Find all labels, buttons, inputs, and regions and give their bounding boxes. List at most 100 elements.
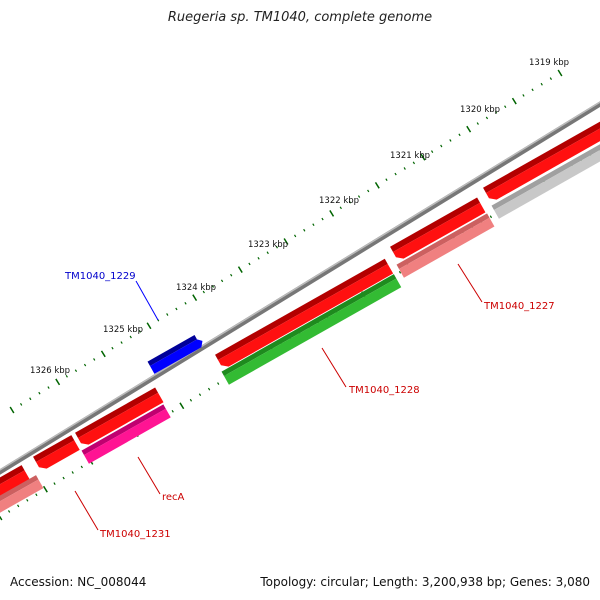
scale-label: 1324 kbp	[176, 283, 216, 293]
cds-feature[interactable]	[33, 435, 80, 471]
minor-tick	[65, 374, 68, 378]
major-tick	[329, 210, 335, 217]
minor-tick	[198, 393, 202, 397]
cds-feature[interactable]	[75, 387, 164, 447]
cds-feature[interactable]	[0, 465, 30, 501]
minor-tick	[367, 189, 370, 193]
minor-tick	[485, 116, 489, 120]
minor-tick	[458, 133, 461, 137]
scale-label: 1320 kbp	[460, 105, 500, 115]
backbone	[0, 101, 600, 475]
minor-tick	[93, 358, 96, 361]
minor-tick	[217, 382, 220, 385]
gene-other[interactable]	[491, 136, 600, 219]
scale-label: 1321 kbp	[390, 151, 430, 161]
minor-tick	[80, 465, 83, 469]
scale-label: 1322 kbp	[319, 196, 359, 206]
minor-tick	[257, 257, 260, 260]
minor-tick	[494, 110, 498, 114]
cds-feature[interactable]	[483, 118, 600, 203]
major-tick	[0, 515, 3, 521]
callout-TM1040_1228	[321, 347, 347, 388]
scale-label: 1319 kbp	[529, 58, 569, 68]
gene-TM1040_1227[interactable]	[396, 213, 495, 278]
label-recA[interactable]: recA	[162, 492, 185, 503]
minor-tick	[71, 471, 74, 474]
gene-recA[interactable]	[81, 404, 171, 464]
minor-tick	[38, 391, 41, 395]
major-tick	[179, 402, 185, 410]
minor-tick	[220, 279, 224, 283]
minor-tick	[430, 150, 434, 153]
minor-tick	[321, 217, 324, 221]
major-tick	[466, 125, 472, 133]
minor-tick	[29, 397, 32, 401]
minor-tick	[207, 387, 211, 391]
minor-tick	[398, 270, 402, 274]
minor-tick	[129, 335, 132, 339]
minor-tick	[7, 510, 11, 513]
label-TM1040_1227[interactable]: TM1040_1227	[483, 301, 555, 312]
genome-summary-text: Topology: circular; Length: 3,200,938 bp…	[260, 575, 590, 589]
minor-tick	[35, 493, 38, 497]
minor-tick	[357, 195, 361, 198]
minor-tick	[385, 178, 388, 182]
minor-tick	[403, 167, 406, 170]
cds-feature[interactable]	[390, 197, 486, 262]
genome-title: Ruegeria sp. TM1040, complete genome	[167, 10, 433, 25]
cds-feature[interactable]	[215, 258, 394, 370]
callout-TM1040_1227	[457, 263, 483, 303]
minor-tick	[171, 410, 174, 413]
minor-tick	[293, 234, 297, 238]
major-tick	[511, 97, 517, 105]
scale-label: 1326 kbp	[30, 366, 70, 376]
minor-tick	[489, 215, 493, 219]
minor-tick	[26, 498, 29, 502]
minor-tick	[175, 307, 178, 311]
major-tick	[55, 378, 61, 386]
minor-tick	[266, 251, 269, 255]
minor-tick	[394, 172, 397, 176]
minor-tick	[248, 262, 251, 266]
major-tick	[9, 406, 15, 414]
label-TM1040_1228[interactable]: TM1040_1228	[348, 385, 420, 396]
gene-TM1040_1228[interactable]	[221, 274, 402, 385]
minor-tick	[19, 403, 23, 406]
cds-track	[0, 118, 600, 501]
minor-tick	[47, 386, 50, 389]
callout-recA	[137, 456, 161, 495]
scale-label: 1323 kbp	[248, 240, 288, 250]
scale-track	[9, 69, 563, 414]
major-tick	[146, 322, 152, 330]
scale-label: 1325 kbp	[103, 325, 143, 335]
minor-tick	[339, 206, 342, 210]
minor-tick	[202, 290, 205, 294]
gene-TM1040_1231[interactable]	[0, 475, 44, 517]
major-tick	[557, 69, 563, 77]
minor-tick	[476, 122, 479, 125]
minor-tick	[440, 144, 443, 148]
major-tick	[374, 181, 380, 189]
label-TM1040_1229[interactable]: TM1040_1229	[64, 271, 136, 282]
minor-tick	[62, 476, 65, 480]
gene-TM1040_1229[interactable]	[147, 333, 205, 374]
minor-tick	[230, 273, 233, 277]
minor-tick	[111, 346, 114, 350]
minor-tick	[166, 313, 169, 316]
label-TM1040_1231[interactable]: TM1040_1231	[99, 529, 171, 540]
minor-tick	[531, 88, 534, 92]
gene-track	[0, 136, 600, 517]
callout-TM1040_1229	[135, 280, 159, 321]
minor-tick	[17, 504, 20, 508]
minor-tick	[189, 398, 193, 402]
callout-TM1040_1231	[74, 490, 99, 531]
minor-tick	[275, 245, 279, 249]
minor-tick	[74, 369, 78, 373]
minor-tick	[449, 139, 452, 142]
major-tick	[420, 153, 426, 161]
minor-tick	[120, 341, 123, 344]
minor-tick	[303, 228, 306, 232]
major-tick	[192, 294, 198, 302]
minor-tick	[504, 105, 507, 109]
major-tick	[283, 238, 289, 245]
